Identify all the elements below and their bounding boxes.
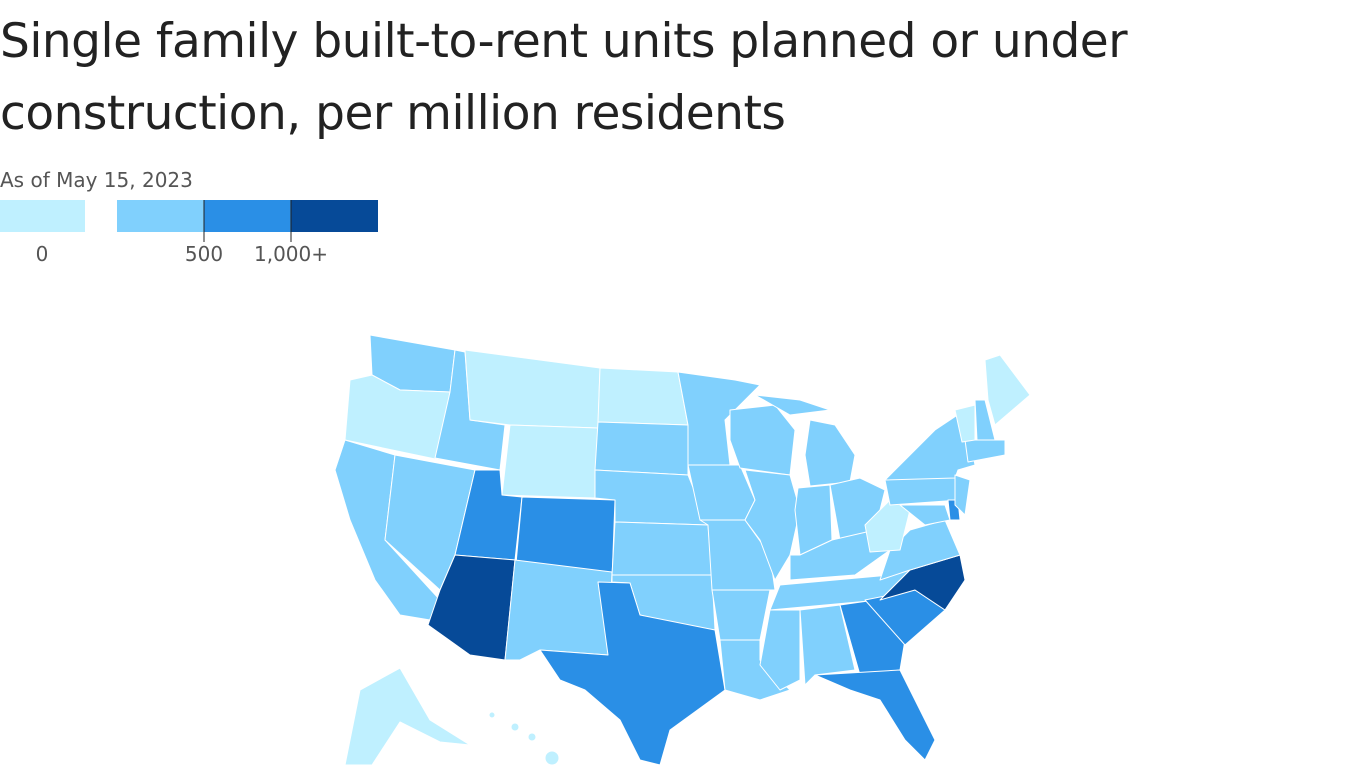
legend-label: 0	[35, 242, 49, 266]
legend-label: 1,000+	[253, 242, 329, 266]
legend-swatch	[204, 200, 291, 232]
legend-swatch	[291, 200, 378, 232]
legend-swatch	[0, 200, 85, 232]
state	[814, 669, 936, 761]
state	[984, 354, 1031, 426]
states	[334, 334, 1031, 766]
state	[539, 581, 726, 766]
state	[510, 722, 520, 732]
state	[799, 604, 856, 686]
state	[611, 521, 713, 576]
state	[964, 439, 1006, 463]
state	[501, 424, 599, 499]
state	[488, 711, 496, 719]
state	[954, 404, 976, 443]
state	[884, 409, 976, 481]
state	[974, 399, 996, 441]
subtitle: As of May 15, 2023	[0, 168, 193, 192]
legend-label: 500	[184, 242, 224, 266]
state	[594, 421, 689, 476]
title-line: Single family built-to-rent units planne…	[0, 14, 1128, 69]
state	[527, 732, 537, 742]
state	[954, 474, 971, 516]
state	[804, 419, 856, 487]
state	[544, 750, 560, 766]
state	[687, 464, 756, 521]
state	[744, 469, 801, 581]
state	[719, 639, 791, 701]
state	[711, 589, 771, 641]
title: Single family built-to-rent units planne…	[0, 6, 1128, 150]
state	[729, 404, 796, 476]
state	[464, 349, 601, 429]
legend-swatch	[117, 200, 204, 232]
state	[344, 667, 471, 766]
state	[504, 559, 613, 661]
state	[879, 519, 961, 581]
state	[597, 367, 689, 426]
state	[759, 609, 801, 691]
legend	[0, 200, 378, 242]
state	[677, 371, 761, 466]
state	[754, 394, 831, 416]
title-line: construction, per million residents	[0, 86, 786, 141]
